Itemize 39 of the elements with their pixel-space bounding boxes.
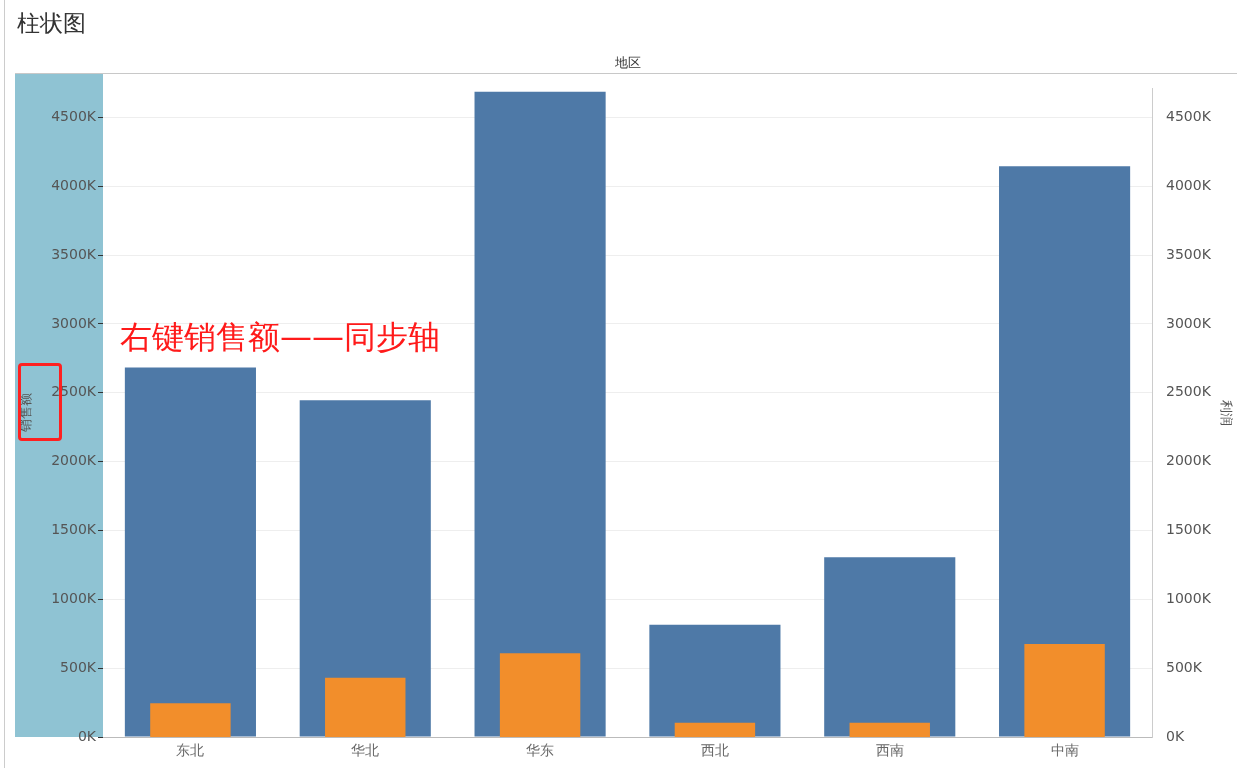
x-tick-label: 华北 bbox=[351, 742, 380, 759]
y2-tick-label: 1500K bbox=[1166, 521, 1212, 538]
y-tick-label: 2000K bbox=[51, 452, 97, 469]
y2-tick-label: 3000K bbox=[1166, 314, 1212, 331]
bar bbox=[325, 677, 406, 737]
x-tick-label: 西南 bbox=[875, 742, 904, 759]
bar bbox=[849, 722, 930, 737]
bar bbox=[124, 367, 256, 737]
y2-tick-label: 500K bbox=[1166, 658, 1203, 675]
bar bbox=[674, 722, 756, 737]
chart-title: 柱状图 bbox=[17, 9, 86, 38]
y2-tick-label: 3500K bbox=[1166, 245, 1212, 262]
x-tick-label: 西北 bbox=[700, 742, 729, 759]
y2-tick-label: 2500K bbox=[1166, 383, 1212, 400]
x-tick-label: 东北 bbox=[176, 742, 205, 759]
y-tick-label: 1000K bbox=[51, 589, 97, 606]
y-tick-label: 3000K bbox=[51, 314, 97, 331]
bar bbox=[649, 624, 781, 737]
y-tick-label: 500K bbox=[60, 658, 97, 675]
y-tick-label: 3500K bbox=[51, 245, 97, 262]
y-tick-label: 4500K bbox=[51, 107, 97, 124]
bar bbox=[824, 557, 956, 737]
bar bbox=[499, 653, 581, 737]
y2-tick-label: 2000K bbox=[1166, 452, 1212, 469]
bar bbox=[1024, 644, 1105, 737]
y-tick-label: 1500K bbox=[51, 521, 97, 538]
x-tick-label: 华东 bbox=[526, 742, 555, 759]
bar bbox=[474, 91, 606, 737]
y2-axis-title: 利润 bbox=[1218, 399, 1234, 426]
y2-tick-label: 1000K bbox=[1166, 589, 1212, 606]
y2-tick-label: 4500K bbox=[1166, 107, 1212, 124]
bar bbox=[150, 703, 231, 737]
annotation: 右键销售额——同步轴 bbox=[120, 317, 440, 358]
y2-tick-label: 0K bbox=[1166, 727, 1185, 744]
bar bbox=[999, 166, 1131, 737]
x-tick-label: 中南 bbox=[1050, 742, 1079, 759]
y-tick-label: 4000K bbox=[51, 176, 97, 193]
y2-tick-label: 4000K bbox=[1166, 176, 1212, 193]
x-axis-title: 地区 bbox=[613, 54, 642, 72]
